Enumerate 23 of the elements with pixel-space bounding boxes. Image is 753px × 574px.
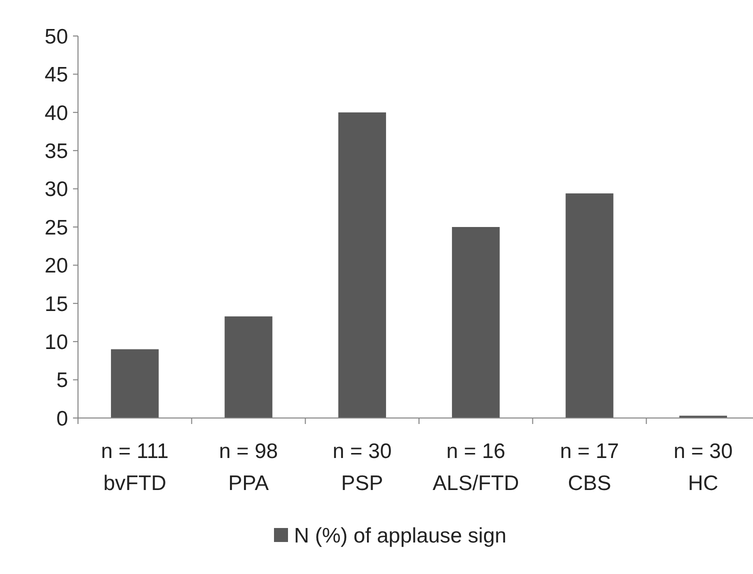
x-tick-label: n = 17 CBS [560,440,619,495]
y-tick-label: 5 [56,369,68,392]
legend-label: N (%) of applause sign [294,524,506,548]
y-tick-label: 40 [44,102,68,125]
y-tick-label: 25 [44,216,68,240]
x-tick-label: n = 30 PSP [332,440,392,495]
y-tick-label: 15 [44,292,68,316]
y-tick-label: 45 [44,64,68,87]
y-tick-label: 35 [44,140,68,163]
bar [224,316,272,418]
y-tick-label: 50 [44,25,68,48]
y-tick-label: 30 [44,178,68,202]
x-tick-label: n = 16 ALS/FTD [432,440,520,495]
y-tick-label: 10 [44,330,68,354]
x-tick-label: n = 111 bvFTD [101,440,169,495]
x-tick-label: n = 98 PPA [219,440,278,495]
bar [110,349,159,418]
bar [338,112,386,418]
x-tick-label: n = 30 HC [674,440,733,495]
y-tick-label: 0 [56,407,68,430]
y-tick-label: 20 [44,254,68,278]
bar [566,193,614,418]
bar [452,227,500,418]
